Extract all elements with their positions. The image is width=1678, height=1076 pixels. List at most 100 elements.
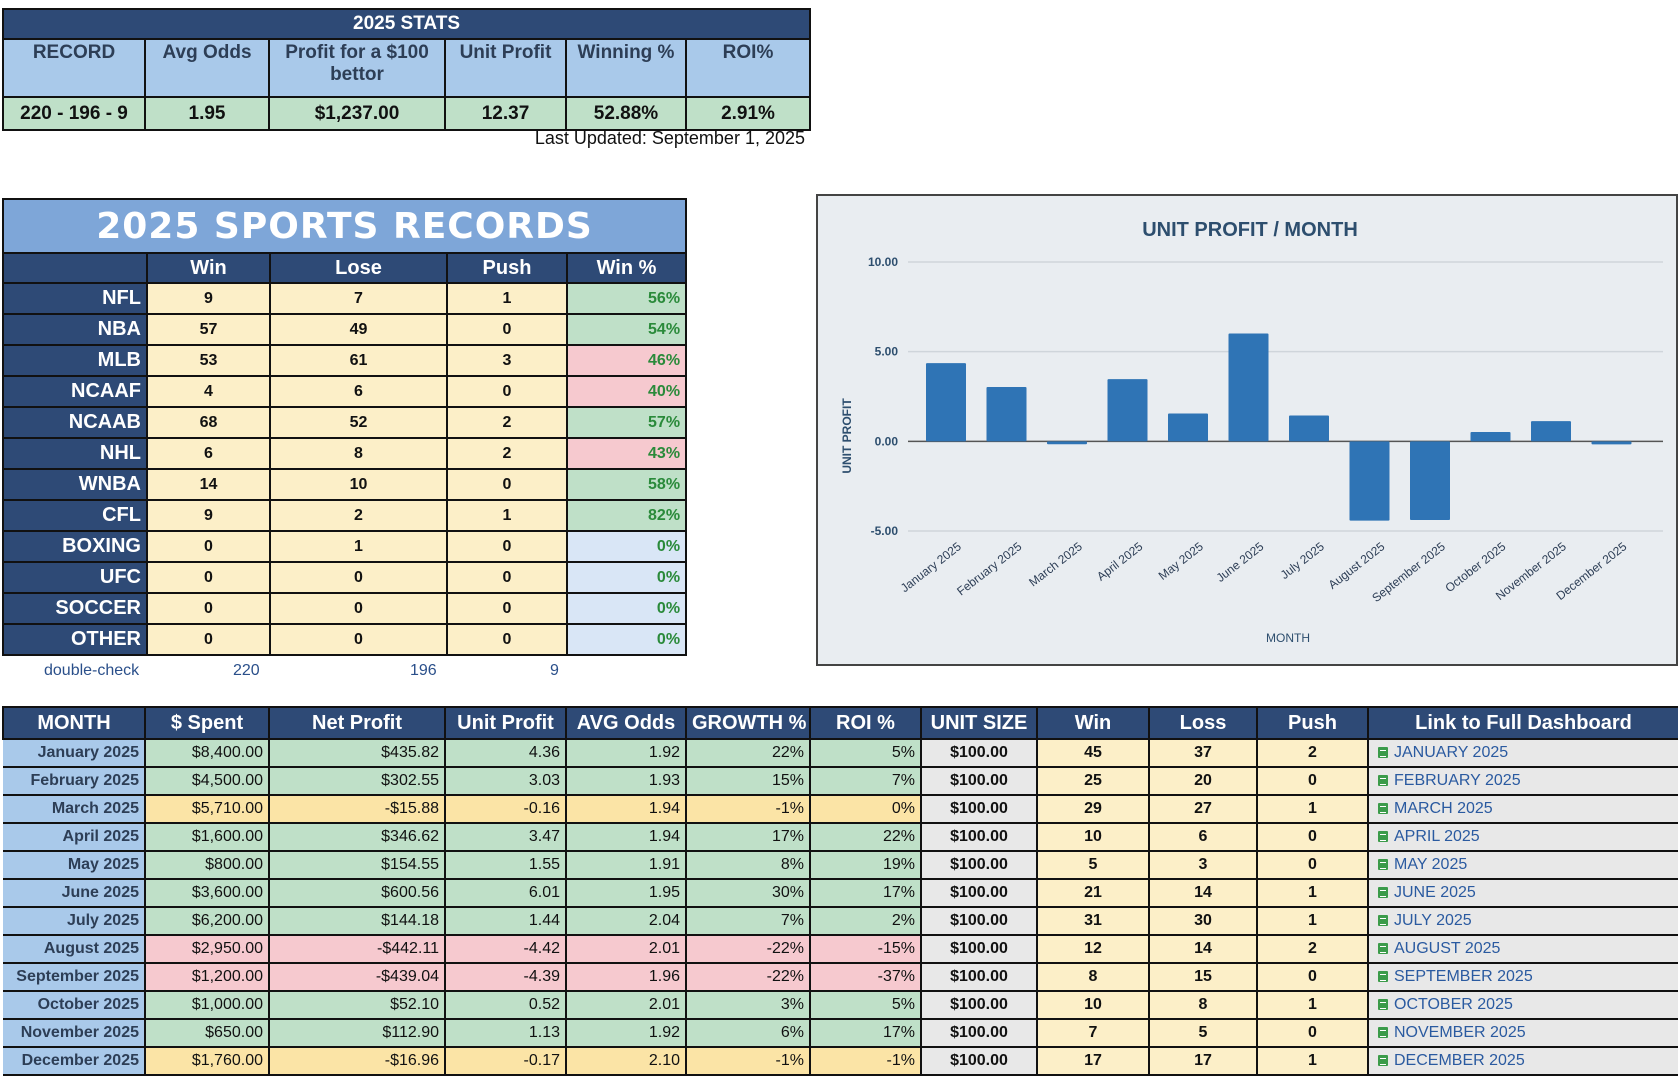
month-unit-size[interactable]: $100.00 (920, 878, 1038, 908)
month-avg-odds[interactable]: 1.94 (565, 794, 687, 824)
month-push[interactable]: 0 (1256, 962, 1369, 992)
month-win[interactable]: 25 (1036, 766, 1150, 796)
month-spent[interactable]: $5,710.00 (144, 794, 270, 824)
sport-lose[interactable]: 0 (269, 561, 448, 594)
month-spent[interactable]: $800.00 (144, 850, 270, 880)
dashboard-link-label[interactable]: FEBRUARY 2025 (1394, 772, 1521, 789)
month-avg-odds[interactable]: 1.93 (565, 766, 687, 796)
month-spent[interactable]: $2,950.00 (144, 934, 270, 964)
sport-lose[interactable]: 10 (269, 468, 448, 501)
sport-lose[interactable]: 0 (269, 592, 448, 625)
month-unit-profit[interactable]: 6.01 (444, 878, 567, 908)
sport-win[interactable]: 0 (146, 592, 271, 625)
month-net-profit[interactable]: $600.56 (268, 878, 446, 908)
dashboard-link[interactable]: JUNE 2025 (1367, 878, 1678, 908)
month-win[interactable]: 10 (1036, 822, 1150, 852)
month-spent[interactable]: $1,000.00 (144, 990, 270, 1020)
month-unit-size[interactable]: $100.00 (920, 738, 1038, 768)
month-avg-odds[interactable]: 2.01 (565, 990, 687, 1020)
month-push[interactable]: 1 (1256, 990, 1369, 1020)
sport-push[interactable]: 1 (446, 499, 568, 532)
sport-win-pct[interactable]: 57% (565, 406, 688, 439)
dashboard-link[interactable]: SEPTEMBER 2025 (1367, 962, 1678, 992)
month-avg-odds[interactable]: 1.94 (565, 822, 687, 852)
month-unit-size[interactable]: $100.00 (920, 962, 1038, 992)
month-loss[interactable]: 30 (1148, 906, 1258, 936)
month-growth[interactable]: 3% (685, 990, 811, 1020)
month-unit-size[interactable]: $100.00 (920, 822, 1038, 852)
month-roi[interactable]: 17% (809, 878, 922, 908)
dashboard-link-label[interactable]: AUGUST 2025 (1394, 940, 1501, 957)
month-unit-profit[interactable]: 3.03 (444, 766, 567, 796)
month-roi[interactable]: 22% (809, 822, 922, 852)
sport-push[interactable]: 0 (446, 530, 568, 563)
month-avg-odds[interactable]: 1.96 (565, 962, 687, 992)
month-spent[interactable]: $8,400.00 (144, 738, 270, 768)
month-loss[interactable]: 14 (1148, 934, 1258, 964)
month-win[interactable]: 21 (1036, 878, 1150, 908)
month-net-profit[interactable]: $112.90 (268, 1018, 446, 1048)
dashboard-link-label[interactable]: OCTOBER 2025 (1394, 996, 1513, 1013)
sport-win-pct[interactable]: 0% (565, 530, 688, 563)
month-loss[interactable]: 3 (1148, 850, 1258, 880)
sport-push[interactable]: 3 (446, 344, 568, 377)
month-unit-size[interactable]: $100.00 (920, 794, 1038, 824)
month-net-profit[interactable]: $435.82 (268, 738, 446, 768)
month-roi[interactable]: -1% (809, 1046, 922, 1076)
month-unit-profit[interactable]: 1.13 (444, 1018, 567, 1048)
month-spent[interactable]: $650.00 (144, 1018, 270, 1048)
dashboard-link[interactable]: OCTOBER 2025 (1367, 990, 1678, 1020)
month-push[interactable]: 2 (1256, 934, 1369, 964)
sport-push[interactable]: 0 (446, 375, 568, 408)
month-push[interactable]: 1 (1256, 878, 1369, 908)
sport-lose[interactable]: 52 (269, 406, 448, 439)
month-spent[interactable]: $6,200.00 (144, 906, 270, 936)
dashboard-link[interactable]: JANUARY 2025 (1367, 738, 1678, 768)
sport-win[interactable]: 6 (146, 437, 271, 470)
sport-win[interactable]: 0 (146, 561, 271, 594)
month-avg-odds[interactable]: 1.95 (565, 878, 687, 908)
month-net-profit[interactable]: $52.10 (268, 990, 446, 1020)
month-unit-size[interactable]: $100.00 (920, 1046, 1038, 1076)
sport-lose[interactable]: 0 (269, 623, 448, 656)
month-unit-profit[interactable]: -4.39 (444, 962, 567, 992)
month-win[interactable]: 10 (1036, 990, 1150, 1020)
month-win[interactable]: 8 (1036, 962, 1150, 992)
month-growth[interactable]: 30% (685, 878, 811, 908)
dashboard-link[interactable]: FEBRUARY 2025 (1367, 766, 1678, 796)
sport-push[interactable]: 0 (446, 592, 568, 625)
stats-avg-odds[interactable]: 1.95 (144, 96, 270, 131)
month-push[interactable]: 1 (1256, 906, 1369, 936)
month-loss[interactable]: 27 (1148, 794, 1258, 824)
dashboard-link-label[interactable]: JUNE 2025 (1394, 884, 1476, 901)
month-loss[interactable]: 17 (1148, 1046, 1258, 1076)
sport-win[interactable]: 68 (146, 406, 271, 439)
sport-win-pct[interactable]: 46% (565, 344, 688, 377)
month-net-profit[interactable]: $302.55 (268, 766, 446, 796)
month-loss[interactable]: 37 (1148, 738, 1258, 768)
month-unit-profit[interactable]: 0.52 (444, 990, 567, 1020)
stats-winning-pct[interactable]: 52.88% (565, 96, 687, 131)
month-unit-size[interactable]: $100.00 (920, 934, 1038, 964)
month-roi[interactable]: 19% (809, 850, 922, 880)
dashboard-link-label[interactable]: APRIL 2025 (1394, 828, 1480, 845)
month-net-profit[interactable]: -$15.88 (268, 794, 446, 824)
month-push[interactable]: 0 (1256, 850, 1369, 880)
month-spent[interactable]: $1,760.00 (144, 1046, 270, 1076)
dashboard-link[interactable]: MARCH 2025 (1367, 794, 1678, 824)
sport-push[interactable]: 2 (446, 437, 568, 470)
month-spent[interactable]: $1,200.00 (144, 962, 270, 992)
month-loss[interactable]: 20 (1148, 766, 1258, 796)
sport-lose[interactable]: 49 (269, 313, 448, 346)
dashboard-link[interactable]: NOVEMBER 2025 (1367, 1018, 1678, 1048)
month-avg-odds[interactable]: 1.92 (565, 738, 687, 768)
month-unit-profit[interactable]: 1.44 (444, 906, 567, 936)
month-unit-profit[interactable]: 1.55 (444, 850, 567, 880)
sport-win[interactable]: 4 (146, 375, 271, 408)
month-unit-profit[interactable]: -0.17 (444, 1046, 567, 1076)
unit-profit-chart[interactable]: UNIT PROFIT / MONTH 10.00 5.00 0.00 -5.00 UNI… (816, 194, 1678, 666)
sport-win-pct[interactable]: 0% (565, 592, 688, 625)
month-avg-odds[interactable]: 1.92 (565, 1018, 687, 1048)
sport-win[interactable]: 14 (146, 468, 271, 501)
month-roi[interactable]: 5% (809, 738, 922, 768)
